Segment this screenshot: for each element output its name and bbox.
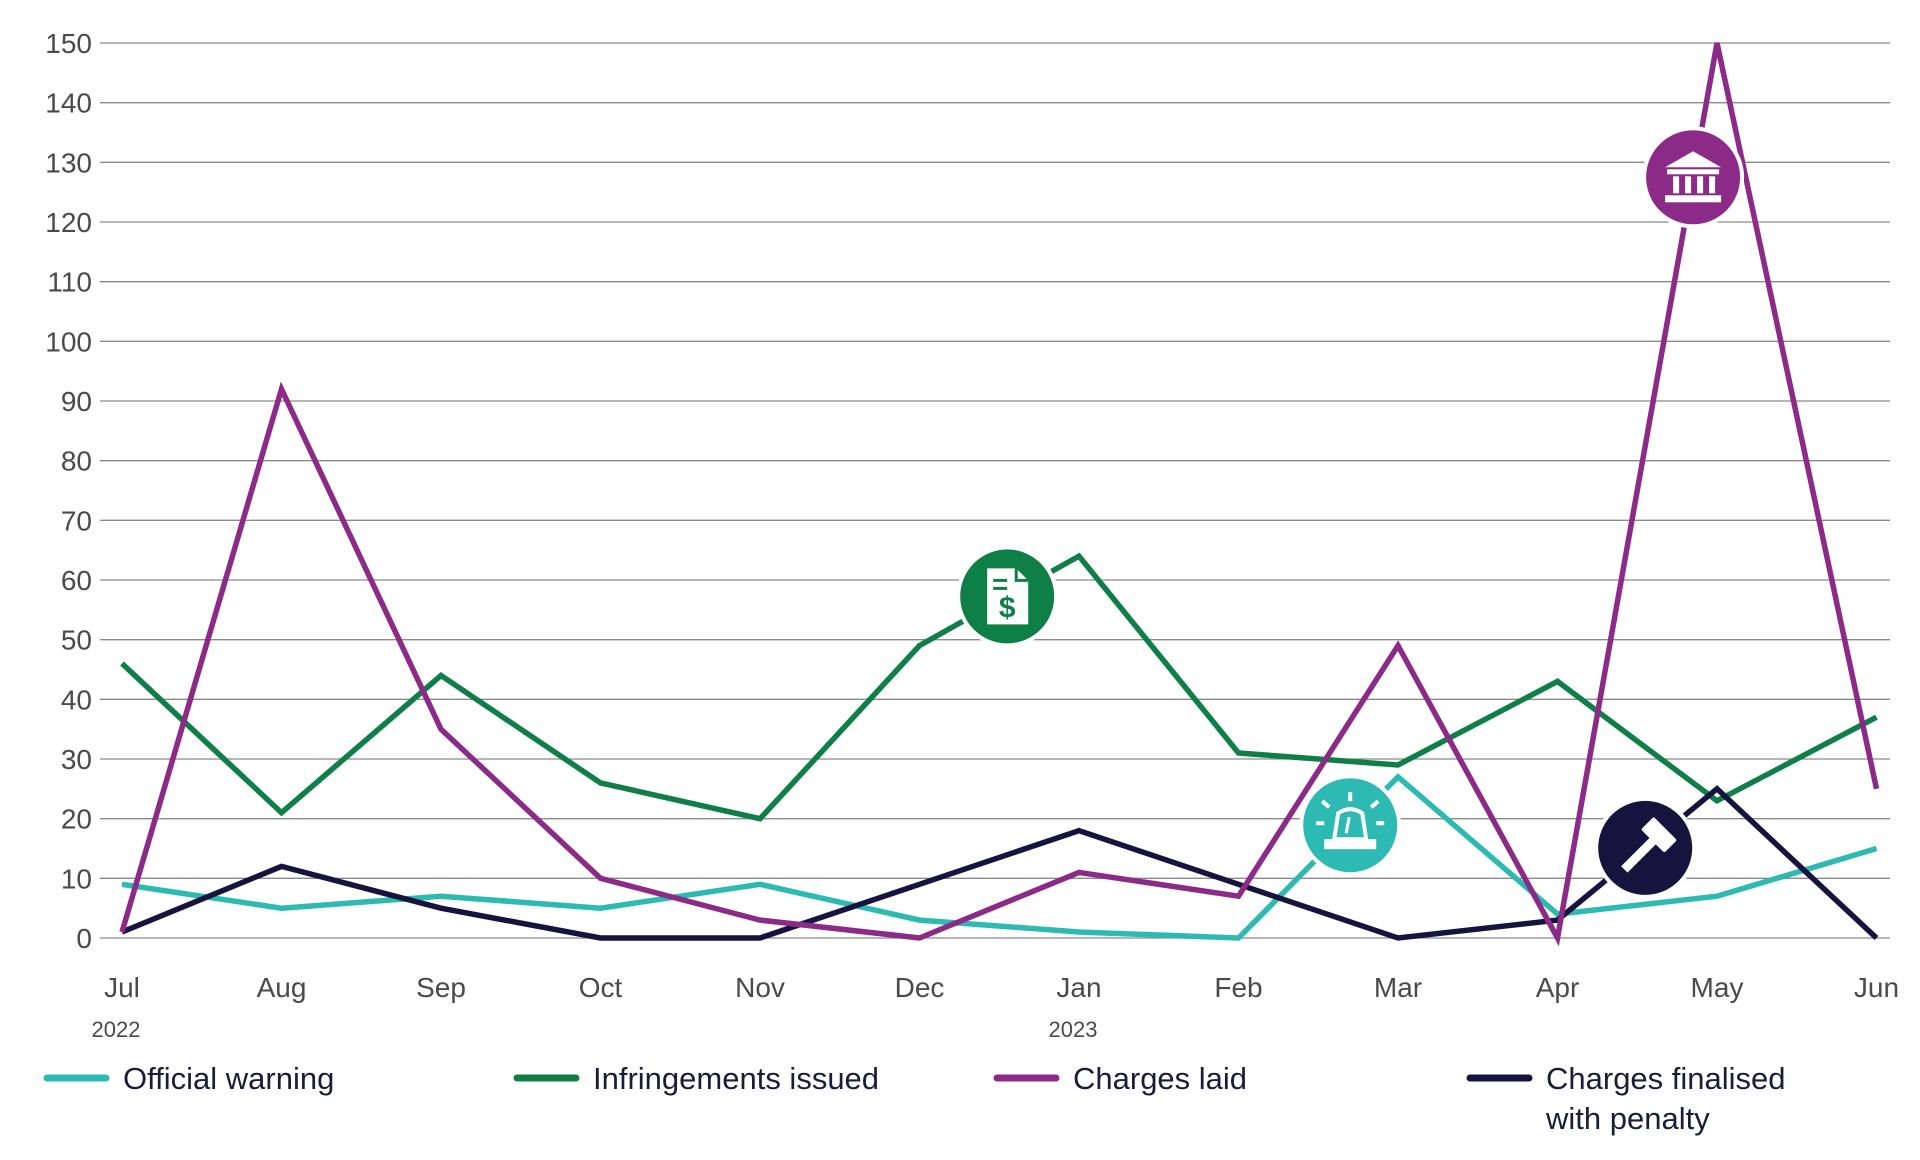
x-tick-label: Oct — [579, 972, 623, 1003]
y-tick-label: 60 — [61, 565, 92, 596]
series-line-charges-laid — [119, 42, 1880, 947]
courthouse-icon — [1642, 126, 1745, 229]
legend-item: Charges finalised with penalty — [1466, 1061, 1786, 1136]
siren-icon — [1299, 774, 1402, 877]
y-tick-label: 100 — [45, 326, 92, 357]
x-tick-label: Aug — [257, 972, 307, 1003]
legend-item: Infringements issued — [513, 1061, 879, 1096]
series-line-charges-finalised-with-penalty — [120, 785, 1879, 941]
dollar-glyph: $ — [999, 591, 1016, 624]
x-tick-label: Sep — [416, 972, 466, 1003]
y-tick-label: 90 — [61, 386, 92, 417]
siren-ray — [1369, 799, 1380, 809]
x-axis-ticks: Jul Aug Sep Oct Nov Dec Jan Feb Mar Apr May Jun 2022… — [92, 972, 1900, 1042]
x-tick-label: Jun — [1854, 972, 1899, 1003]
legend-label-line: Charges laid — [1073, 1061, 1247, 1096]
y-tick-label: 30 — [61, 744, 92, 775]
courthouse-beam — [1667, 169, 1720, 175]
x-tick-label: May — [1691, 972, 1744, 1003]
y-tick-label: 80 — [61, 446, 92, 477]
x-tick-label: Mar — [1374, 972, 1422, 1003]
legend-label: Charges finalised with penalty — [1545, 1061, 1786, 1136]
y-tick-label: 10 — [61, 863, 92, 894]
document-fold — [1014, 568, 1029, 582]
legend-label-line: Infringements issued — [593, 1061, 879, 1096]
siren-glint — [1344, 816, 1351, 834]
y-tick-label: 120 — [45, 207, 92, 238]
x-tick-label: Jan — [1056, 972, 1101, 1003]
courthouse-column — [1673, 176, 1680, 194]
courthouse-roof — [1665, 151, 1722, 168]
y-tick-label: 150 — [45, 28, 92, 59]
series-lines — [119, 42, 1880, 947]
y-tick-label: 40 — [61, 684, 92, 715]
legend-item: Charges laid — [993, 1061, 1247, 1096]
invoice-dollar-icon: $ — [956, 545, 1059, 648]
courthouse-base — [1665, 195, 1722, 203]
legend-label: Official warning — [123, 1061, 334, 1096]
legend-item: Official warning — [43, 1061, 334, 1096]
x-tick-label: Feb — [1214, 972, 1262, 1003]
courthouse-column — [1709, 176, 1716, 194]
legend-label-line: with penalty — [1545, 1101, 1710, 1136]
legend-label-line: Charges finalised — [1546, 1061, 1786, 1096]
x-tick-label: Jul — [104, 972, 140, 1003]
x-tick-label: Dec — [895, 972, 945, 1003]
legend: Official warning Infringements issued Char… — [43, 1061, 1786, 1136]
gavel-head — [1641, 817, 1677, 853]
series-line-official-warning — [121, 773, 1878, 941]
siren-base — [1324, 839, 1377, 850]
y-tick-label: 110 — [47, 267, 92, 298]
legend-label: Charges laid — [1073, 1061, 1247, 1096]
gavel-icon — [1594, 796, 1697, 899]
courthouse-column — [1685, 176, 1692, 194]
gavel-handle — [1621, 836, 1658, 873]
icon-badge — [1299, 774, 1402, 877]
y-tick-label: 130 — [45, 147, 92, 178]
legend-label: Infringements issued — [593, 1061, 879, 1096]
siren-ray — [1320, 799, 1331, 809]
y-tick-label: 140 — [45, 88, 92, 119]
y-tick-label: 50 — [61, 625, 92, 656]
document-shape — [987, 568, 1029, 625]
courthouse-column — [1697, 176, 1704, 194]
y-tick-label: 70 — [61, 505, 92, 536]
y-tick-label: 0 — [76, 923, 92, 954]
x-tick-label: Apr — [1536, 972, 1580, 1003]
y-axis-ticks: 0 10 20 30 40 50 60 70 80 90 100 110 120 130 140 150 — [45, 28, 92, 954]
x-tick-label: Nov — [735, 972, 785, 1003]
series-icons: $ — [956, 126, 1745, 899]
x-year-label: 2023 — [1049, 1017, 1098, 1042]
icon-badge — [1642, 126, 1745, 229]
y-tick-label: 20 — [61, 804, 92, 835]
siren-dome — [1331, 807, 1369, 842]
x-year-label: 2022 — [92, 1017, 141, 1042]
legend-label-line: Official warning — [123, 1061, 334, 1096]
